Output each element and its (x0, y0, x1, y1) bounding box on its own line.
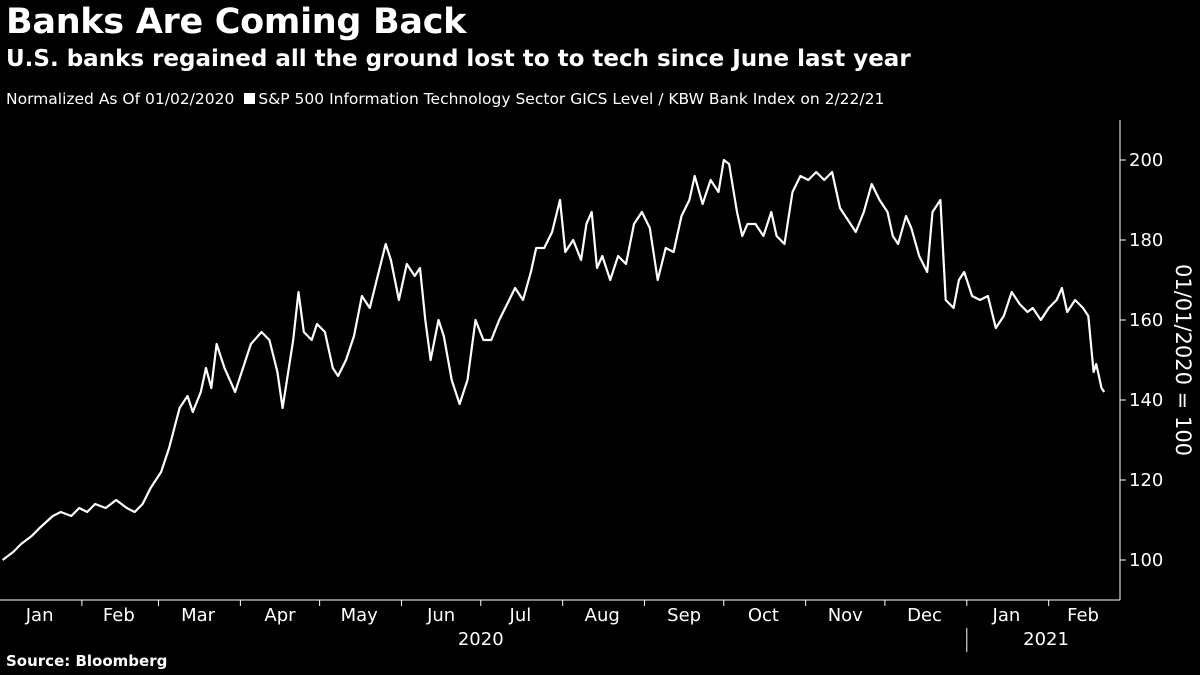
x-axis: Jan Feb Mar Apr May Jun Jul Aug Sep Oct Nov Dec Jan F… (0, 599, 1120, 652)
x-tick-label: May (341, 605, 379, 626)
y-tick-label: 140 (1129, 390, 1163, 411)
y-tick-label: 120 (1129, 470, 1163, 491)
year-label: 2021 (1023, 629, 1069, 650)
x-tick-label: Sep (667, 605, 701, 626)
x-tick-label: Jul (509, 605, 532, 626)
series-swatch-icon (244, 93, 256, 104)
y-tick-label: 100 (1129, 550, 1163, 571)
y-axis: 100 120 140 160 180 200 (1119, 120, 1163, 600)
x-tick-label: Feb (103, 605, 135, 626)
x-tick-label: Feb (1067, 605, 1099, 626)
x-tick-label: Jan (992, 605, 1021, 626)
x-tick-label: Aug (585, 605, 620, 626)
normalization-note: Normalized As Of 01/02/2020 (6, 90, 235, 108)
x-tick-label: Mar (181, 605, 216, 626)
y-tick-label: 200 (1129, 150, 1163, 171)
x-tick-label: Nov (828, 605, 863, 626)
x-tick-label: Jan (25, 605, 54, 626)
x-tick-label: Oct (748, 605, 779, 626)
series-line (1, 158, 1106, 561)
legend: Normalized As Of 01/02/2020 S&P 500 Infor… (6, 90, 884, 108)
year-label: 2020 (458, 629, 504, 650)
x-tick-label: Apr (264, 605, 296, 626)
legend-series-label: S&P 500 Information Technology Sector GI… (258, 90, 885, 108)
chart-subtitle: U.S. banks regained all the ground lost … (6, 46, 911, 72)
y-tick-label: 160 (1129, 310, 1163, 331)
source-note: Source: Bloomberg (6, 652, 168, 670)
y-tick-label: 180 (1129, 230, 1163, 251)
chart-title: Banks Are Coming Back (6, 2, 467, 42)
x-tick-label: Dec (907, 605, 942, 626)
y-axis-label: 01/01/2020 = 100 (1171, 264, 1195, 456)
x-tick-label: Jun (426, 605, 455, 626)
